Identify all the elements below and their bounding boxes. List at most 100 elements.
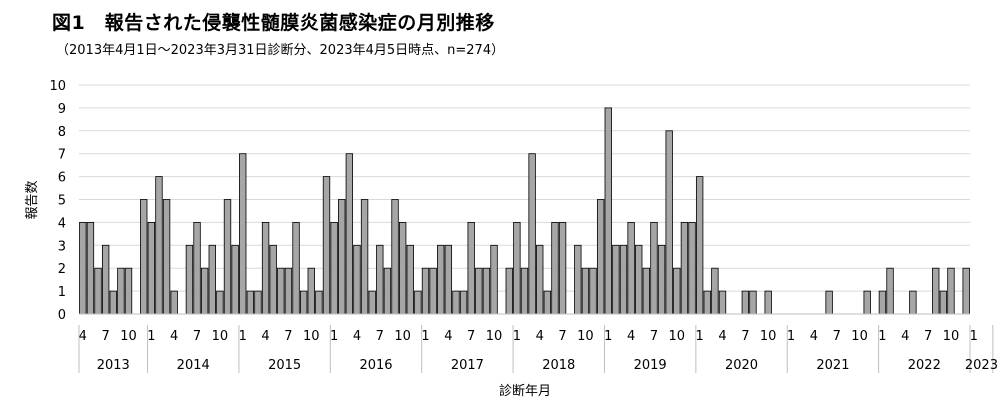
x-tick-label: 4 (901, 329, 909, 344)
bar (94, 267, 102, 315)
bar (543, 290, 552, 315)
bar (162, 199, 171, 315)
x-tick-label: 4 (170, 329, 178, 344)
bar (962, 267, 970, 315)
x-tick-label: 10 (943, 329, 960, 344)
bar (117, 267, 125, 315)
x-tick-label: 7 (376, 329, 384, 344)
bar (551, 221, 559, 315)
x-tick-label: 10 (394, 329, 411, 344)
bar (475, 267, 483, 315)
year-label: 2021 (816, 358, 849, 373)
x-tick-label: 10 (120, 329, 137, 344)
bar (231, 244, 239, 315)
bar (619, 244, 628, 315)
bar (886, 267, 894, 315)
chart-subtitle: （2013年4月1日～2023年3月31日診断分、2023年4月5日時点、n=2… (56, 43, 505, 58)
bar (223, 199, 232, 315)
bar (406, 244, 414, 315)
y-tick-label: 0 (58, 308, 66, 323)
y-axis-label: 報告数 (25, 180, 40, 219)
y-tick-label: 8 (58, 125, 66, 140)
bar (315, 290, 323, 315)
bar (513, 221, 521, 315)
x-tick-label: 10 (212, 329, 229, 344)
bar (673, 267, 681, 315)
bar (185, 244, 194, 315)
bar (79, 221, 87, 315)
bar (330, 221, 338, 315)
bar (650, 221, 658, 315)
bar (482, 267, 491, 315)
bar (749, 290, 757, 315)
bar (695, 176, 704, 315)
bar (246, 290, 255, 315)
bar (307, 267, 315, 315)
bar (277, 267, 285, 315)
bar (863, 290, 871, 315)
year-label: 2019 (634, 358, 667, 373)
bar (368, 290, 376, 315)
bar (612, 244, 620, 315)
x-tick-label: 4 (810, 329, 818, 344)
x-tick-label: 10 (577, 329, 594, 344)
year-label: 2013 (97, 358, 130, 373)
bar (322, 176, 331, 315)
bar (764, 290, 772, 315)
year-label: 2020 (725, 358, 758, 373)
x-tick-label: 7 (650, 329, 658, 344)
bar (604, 107, 612, 315)
bar (261, 221, 270, 315)
bar (437, 244, 445, 315)
bar (939, 290, 948, 315)
bar (353, 244, 361, 315)
bar (452, 290, 460, 315)
x-tick-label: 4 (444, 329, 452, 344)
x-tick-label: 1 (696, 329, 704, 344)
bar (596, 199, 605, 315)
x-tick-label: 4 (79, 329, 87, 344)
bar (254, 290, 262, 315)
bar (216, 290, 224, 315)
bar (490, 244, 498, 315)
year-label: 2015 (268, 358, 301, 373)
bar (520, 267, 529, 315)
bar (444, 244, 453, 315)
bar (589, 267, 597, 315)
bar (383, 267, 392, 315)
bar (825, 290, 833, 315)
x-tick-label: 1 (604, 329, 612, 344)
x-axis-label: 診断年月 (499, 383, 551, 399)
bar (193, 221, 201, 315)
bar (627, 221, 635, 315)
bar (376, 244, 384, 315)
x-tick-label: 7 (284, 329, 292, 344)
bar (581, 267, 590, 315)
x-tick-label: 7 (102, 329, 110, 344)
x-tick-label: 4 (261, 329, 269, 344)
chart-title: 図1 報告された侵襲性髄膜炎菌感染症の月別推移 (52, 12, 495, 34)
year-label: 2014 (177, 358, 210, 373)
bar (155, 176, 163, 315)
x-tick-label: 1 (239, 329, 247, 344)
x-tick-label: 1 (970, 329, 978, 344)
x-tick-label: 7 (741, 329, 749, 344)
x-tick-label: 1 (421, 329, 429, 344)
x-tick-label: 1 (878, 329, 886, 344)
bar (398, 221, 407, 315)
y-tick-label: 7 (58, 148, 66, 163)
x-tick-label: 1 (330, 329, 338, 344)
x-tick-label: 7 (193, 329, 201, 344)
y-tick-label: 5 (58, 194, 66, 209)
y-tick-label: 2 (58, 262, 66, 277)
bar (269, 244, 277, 315)
y-tick-label: 4 (58, 216, 66, 231)
bar (421, 267, 430, 315)
bar (414, 290, 422, 315)
bar (170, 290, 178, 315)
year-label: 2022 (908, 358, 941, 373)
bar (292, 221, 300, 315)
year-label: 2018 (542, 358, 575, 373)
bar (86, 221, 95, 315)
